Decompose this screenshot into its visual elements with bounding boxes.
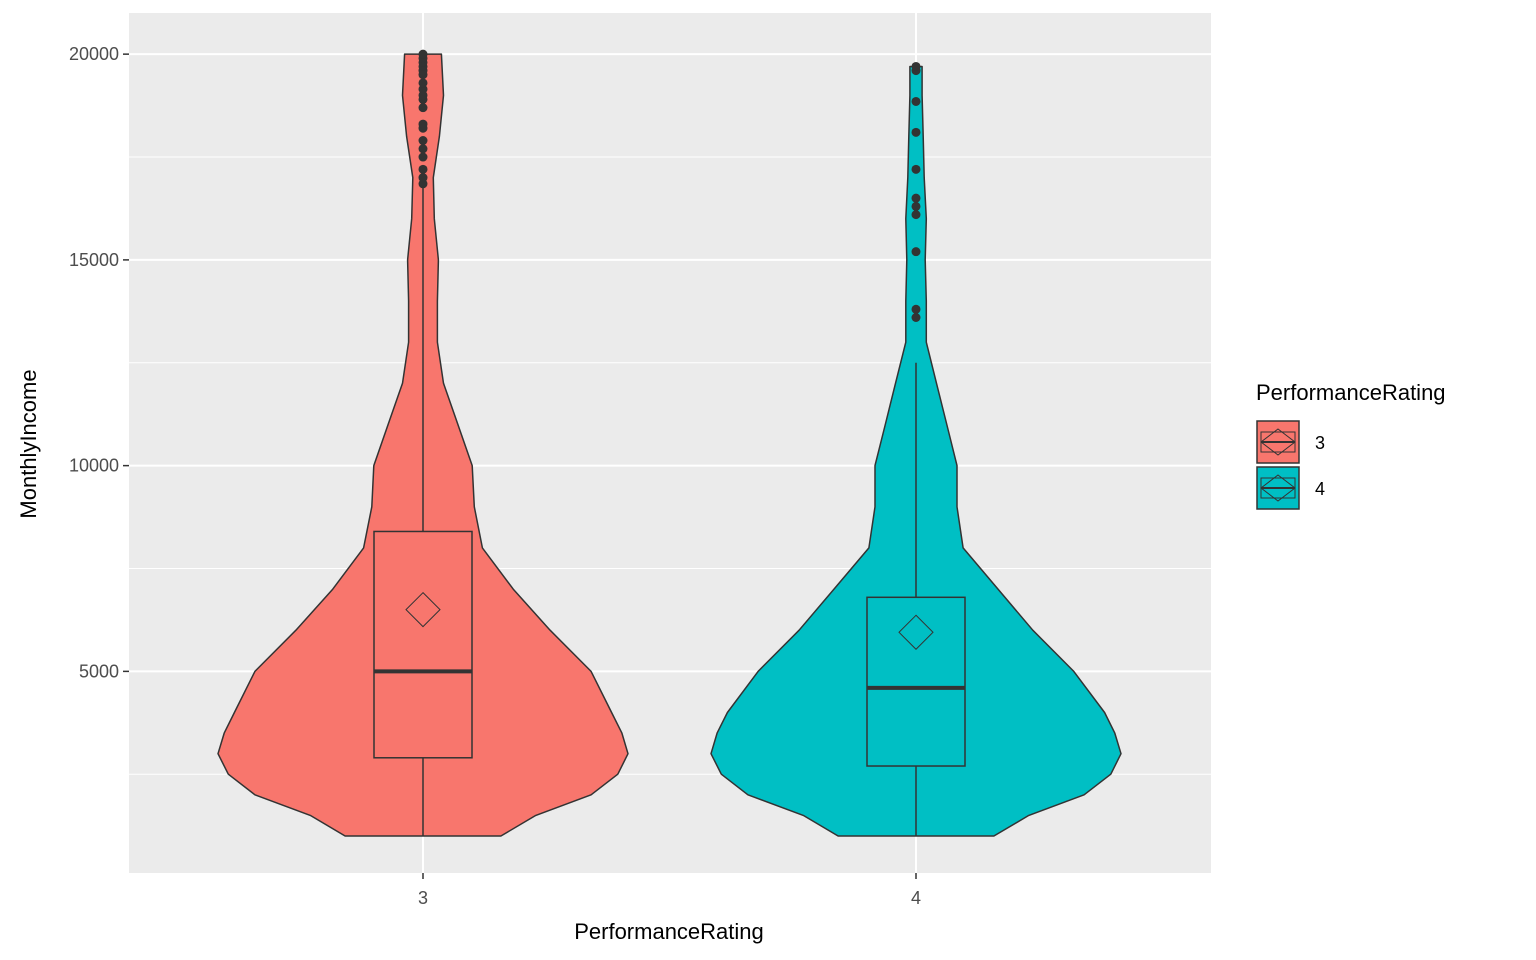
outlier-point-3: [418, 173, 428, 183]
y-tick-label: 20000: [69, 44, 119, 64]
legend-label: 3: [1315, 433, 1325, 453]
outlier-point-4: [911, 61, 921, 71]
mean-marker-3: [405, 591, 441, 628]
outlier-point-4: [911, 210, 921, 220]
legend-mean-glyph: [1260, 428, 1296, 456]
outlier-point-3: [418, 78, 428, 88]
legend-key-3: [1256, 420, 1300, 464]
x-tick-label: 3: [418, 888, 428, 908]
outlier-point-3: [418, 179, 428, 189]
outlier-point-3: [418, 164, 428, 174]
x-axis-title: PerformanceRating: [574, 919, 764, 944]
outlier-point-4: [911, 304, 921, 314]
box-4: [866, 596, 966, 767]
outlier-point-3: [418, 103, 428, 113]
y-tick-label: 15000: [69, 250, 119, 270]
x-tick-label: 4: [911, 888, 921, 908]
outlier-point-3: [418, 49, 428, 59]
outlier-point-4: [911, 201, 921, 211]
outlier-point-4: [911, 96, 921, 106]
legend-label: 4: [1315, 479, 1325, 499]
y-tick-label: 5000: [79, 661, 119, 681]
legend-key-4: [1256, 466, 1300, 510]
outlier-point-4: [911, 193, 921, 203]
outlier-point-4: [911, 127, 921, 137]
y-tick-label: 10000: [69, 456, 119, 476]
outlier-point-3: [418, 152, 428, 162]
legend: PerformanceRating 3 4: [1256, 380, 1446, 510]
outlier-point-3: [418, 136, 428, 146]
outlier-point-4: [911, 164, 921, 174]
legend-title: PerformanceRating: [1256, 380, 1446, 405]
outlier-point-4: [911, 247, 921, 257]
y-axis-title: MonthlyIncome: [16, 369, 41, 518]
outlier-point-3: [418, 144, 428, 154]
outlier-point-3: [418, 84, 428, 94]
outlier-point-3: [418, 119, 428, 129]
boxplots: [373, 185, 966, 836]
outlier-point-3: [418, 90, 428, 100]
legend-mean-glyph: [1260, 474, 1296, 502]
y-axis: 5000 10000 15000 20000: [69, 44, 129, 681]
mean-marker-4: [898, 614, 934, 650]
box-3: [373, 530, 473, 759]
outlier-point-4: [911, 312, 921, 322]
outlier-points: [418, 49, 921, 322]
